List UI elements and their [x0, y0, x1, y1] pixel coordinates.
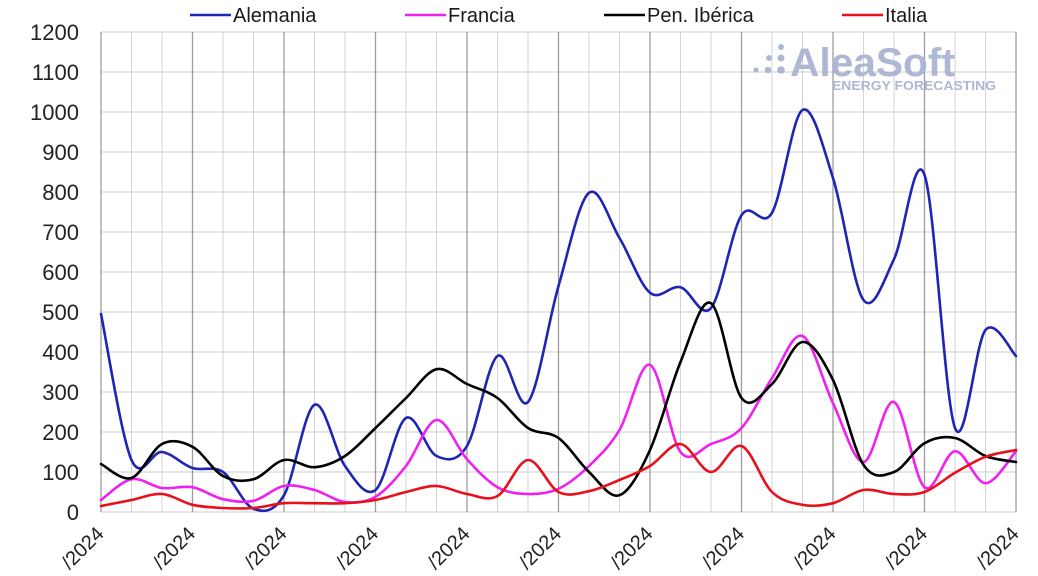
logo-dot [764, 66, 772, 74]
legend-item-alemania: Alemania [190, 5, 317, 27]
x-tick-label: /2024 [607, 523, 658, 574]
legend: Alemania Francia Pen. Ibérica Italia [190, 5, 928, 27]
x-tick-label: /2024 [790, 523, 841, 574]
logo-dot [753, 67, 759, 73]
legend-label: Francia [448, 5, 516, 27]
y-tick-label: 700 [42, 220, 79, 245]
y-tick-label: 500 [42, 300, 79, 325]
y-axis-tick-labels: 0 100 200 300 400 500 600 700 800 900 1000 1100 1200 [30, 20, 79, 525]
logo-dots-icon [753, 44, 785, 74]
legend-label: Italia [885, 5, 928, 27]
y-tick-label: 0 [67, 500, 79, 525]
y-tick-label: 900 [42, 140, 79, 165]
x-tick-label: /2024 [881, 523, 932, 574]
grid [100, 31, 1017, 513]
legend-item-italia: Italia [842, 5, 928, 27]
x-tick-label: /2024 [58, 523, 109, 574]
y-tick-label: 100 [42, 460, 79, 485]
x-tick-label: /2024 [698, 523, 749, 574]
series-line-alemania [99, 108, 1018, 513]
y-tick-label: 600 [42, 260, 79, 285]
y-tick-label: 1100 [32, 60, 79, 85]
logo-dot [766, 55, 772, 61]
legend-label: Pen. Ibérica [647, 5, 755, 27]
y-tick-label: 200 [42, 420, 79, 445]
x-tick-label: /2024 [515, 523, 566, 574]
x-tick-label: /2024 [241, 523, 292, 574]
y-tick-label: 300 [42, 380, 79, 405]
logo-dot [777, 66, 785, 74]
x-tick-label: /2024 [332, 523, 383, 574]
x-tick-label: /2024 [424, 523, 475, 574]
y-tick-label: 400 [42, 340, 79, 365]
x-tick-label: /2024 [149, 523, 200, 574]
logo-name: AleaSoft [790, 41, 955, 85]
x-tick-label: /2024 [973, 523, 1024, 574]
logo-dot [778, 44, 784, 50]
x-axis-tick-labels: /2024/2024/2024/2024/2024/2024/2024/2024… [58, 523, 1024, 574]
y-tick-label: 1000 [30, 100, 79, 125]
y-tick-label: 800 [42, 180, 79, 205]
legend-item-francia: Francia [405, 5, 516, 27]
legend-label: Alemania [233, 5, 317, 27]
logo-tagline: ENERGY FORECASTING [832, 78, 996, 93]
y-tick-label: 1200 [30, 20, 79, 45]
series-line-italia [99, 442, 1018, 510]
legend-item-pen-iberica: Pen. Ibérica [604, 5, 755, 27]
series-line-francia [99, 334, 1018, 504]
logo-dot [777, 54, 785, 62]
aleasoft-logo: AleaSoft ENERGY FORECASTING [753, 41, 996, 93]
series-line-pen-iberica [99, 301, 1018, 497]
series-lines [99, 108, 1018, 513]
